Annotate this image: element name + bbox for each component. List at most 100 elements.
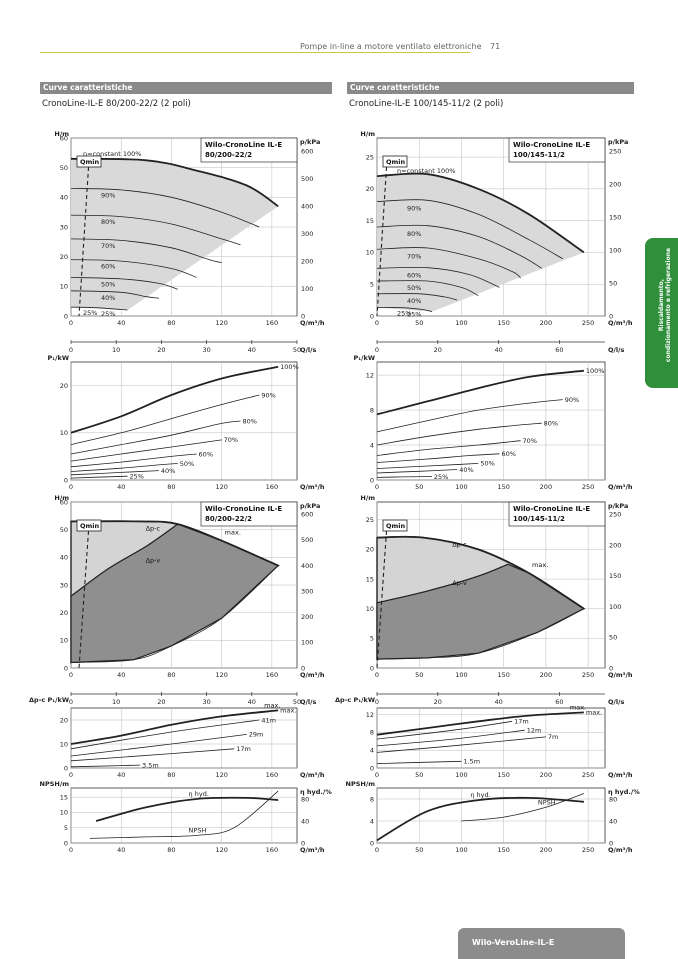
panel-1-right-x-tick: 150 — [497, 483, 509, 491]
panel-3-left-y-tick: 0 — [64, 764, 68, 772]
panel-0-right-series-60 — [376, 266, 500, 288]
panel-0-left-y2label: p/kPa — [300, 138, 320, 146]
panel-0-left-series-label: 25% — [83, 309, 97, 317]
panel-0-right-y-tick: 5 — [370, 281, 374, 289]
panel-0-right-title-line2: 100/145-11/2 — [513, 151, 565, 159]
panel-4-left-x-tick: 0 — [69, 846, 73, 854]
panel-0-left-series-label: 70% — [101, 242, 115, 250]
side-tab-line2: condizionamento e refrigerazione — [665, 247, 672, 363]
panel-0-left-y-tick: 10 — [60, 283, 68, 291]
panel-2-left-x-tick: 120 — [215, 671, 227, 679]
panel-0-right-series-label: 40% — [407, 297, 421, 305]
panel-0-right-series-70 — [376, 247, 521, 279]
footer-tab: Wilo-VeroLine-IL-E — [458, 928, 625, 959]
panel-3-left-x-tick: 160 — [266, 771, 278, 779]
panel-2-right-max-label: max. — [532, 561, 548, 569]
panel-0-right-operating-area — [377, 173, 584, 312]
panel-2-left-title-line2: 80/200-22/2 — [205, 515, 252, 523]
panel-2-left-dpv-label: Δp-v — [146, 556, 161, 564]
panel-3-left-x-tick: 80 — [167, 771, 175, 779]
panel-4-left-series-label: η hyd. — [189, 790, 209, 798]
panel-3-left-series-3-5m — [70, 764, 141, 768]
panel-2-left-series-min — [70, 565, 279, 663]
panel-4-left-y2-tick: 40 — [301, 817, 309, 825]
panel-3-left-x-tick: 40 — [117, 771, 125, 779]
panel-2-left-qmin-label: Qmin — [80, 522, 100, 530]
panel-2-right-x-tick: 0 — [375, 671, 379, 679]
panel-0-left-series-90 — [70, 188, 260, 228]
panel-2-right-x2label: Q/l/s — [608, 698, 625, 706]
panel-4-left-series-hyd — [95, 796, 279, 822]
panel-0-right-x2-tick: 20 — [434, 346, 442, 354]
panel-3-left-series-label: 29m — [249, 731, 264, 739]
panel-3-left-max-label: max. — [264, 701, 280, 709]
panel-1-right-series-label: 50% — [480, 460, 494, 468]
panel-2-right-x2-tick: 20 — [434, 698, 442, 706]
panel-0-left-n-constant: n=constant 100% — [83, 150, 141, 158]
panel-2-right-x2-tick: 40 — [494, 698, 502, 706]
panel-0-right-y2-tick: 150 — [609, 213, 621, 221]
panel-2-right-x-tick: 100 — [455, 671, 467, 679]
panel-4-left-series-label: NPSH — [189, 826, 207, 834]
panel-1-right-series-label: 25% — [434, 473, 448, 481]
panel-0-left-y2-tick: 100 — [301, 285, 313, 293]
panel-2-right-y2-tick: 0 — [609, 664, 613, 672]
panel-0-left-series-40 — [70, 290, 159, 299]
panel-2-left-y-tick: 0 — [64, 664, 68, 672]
panel-0-right-xlabel: Q/m³/h — [608, 319, 633, 327]
panel-2-left-y2label: p/kPa — [300, 502, 320, 510]
panel-0-right-series-50 — [376, 280, 479, 297]
panel-4-right-ylabel: NPSH/m — [346, 780, 376, 788]
panel-0-left-x2label: Q/l/s — [300, 346, 317, 354]
panel-0-left-title-line2: 80/200-22/2 — [205, 151, 252, 159]
panel-0-right-series-label: 50% — [407, 284, 421, 292]
section-subtitle-right: CronoLine-IL-E 100/145-11/2 (2 poli) — [349, 99, 504, 109]
panel-2-left-x-tick: 160 — [266, 671, 278, 679]
panel-4-right-x-tick: 0 — [375, 846, 379, 854]
panel-0-left-y2-tick: 400 — [301, 202, 313, 210]
panel-0-left-x2-tick: 30 — [202, 346, 210, 354]
panel-0-left-x2-tick: 50 — [293, 346, 301, 354]
panel-0-left-series-80 — [70, 214, 241, 246]
panel-3-right-y-tick: 4 — [370, 747, 374, 755]
panel-0-left-xlabel: Q/m³/h — [300, 319, 325, 327]
panel-1-left-x-tick: 160 — [266, 483, 278, 491]
panel-2-left-x2-tick: 10 — [112, 698, 120, 706]
panel-1-right-series-90 — [376, 399, 563, 433]
panel-2-right-y2-tick: 100 — [609, 603, 621, 611]
panel-3-left-x-tick: 120 — [215, 771, 227, 779]
panel-3-right-series-label: max. — [586, 709, 602, 717]
panel-1-right-x-tick: 100 — [455, 483, 467, 491]
panel-3-left-series-max — [70, 709, 279, 745]
panel-3-left-x-tick: 0 — [69, 771, 73, 779]
panel-2-right-y2-tick: 150 — [609, 572, 621, 580]
panel-2-left-x2-tick: 40 — [248, 698, 256, 706]
panel-1-right-x-tick: 0 — [375, 483, 379, 491]
panel-0-right-x2-tick: 60 — [555, 346, 563, 354]
panel-1-left-x-tick: 120 — [215, 483, 227, 491]
panel-0-left-y2-tick: 600 — [301, 147, 313, 155]
panel-3-right-x-tick: 0 — [375, 771, 379, 779]
panel-1-right-y-tick: 12 — [366, 371, 374, 379]
panel-0-right-y-tick: 25 — [366, 153, 374, 161]
panel-1-left-series-25 — [70, 475, 128, 479]
panel-2-right-x-tick: 250 — [582, 671, 594, 679]
panel-0-left-qmin-line — [78, 159, 90, 317]
panel-2-left-y-tick: 40 — [60, 554, 68, 562]
panel-0-left-y-tick: 30 — [60, 223, 68, 231]
panel-1-left-y-tick: 10 — [60, 429, 68, 437]
panel-0-right-x2label: Q/l/s — [608, 346, 625, 354]
panel-2-right-qmin-label: Qmin — [386, 522, 406, 530]
panel-1-left-series-70 — [70, 439, 222, 462]
header-title: Pompe in-line a motore ventilato elettro… — [300, 42, 482, 51]
panel-0-left-y2-tick: 500 — [301, 175, 313, 183]
panel-1-left-x-tick: 80 — [167, 483, 175, 491]
panel-2-right-series-p-v — [376, 563, 509, 604]
panel-1-left-ylabel: P₁/kW — [48, 354, 69, 362]
panel-0-right-y2-tick: 50 — [609, 279, 617, 287]
side-tab[interactable]: Riscaldamento, condizionamento e refrige… — [645, 238, 678, 388]
panel-2-left-x2-tick: 30 — [202, 698, 210, 706]
panel-1-left-xlabel: Q/m³/h — [300, 483, 325, 491]
panel-4-left-ylabel: NPSH/m — [40, 780, 70, 788]
panel-2-right-title-line2: 100/145-11/2 — [513, 515, 565, 523]
